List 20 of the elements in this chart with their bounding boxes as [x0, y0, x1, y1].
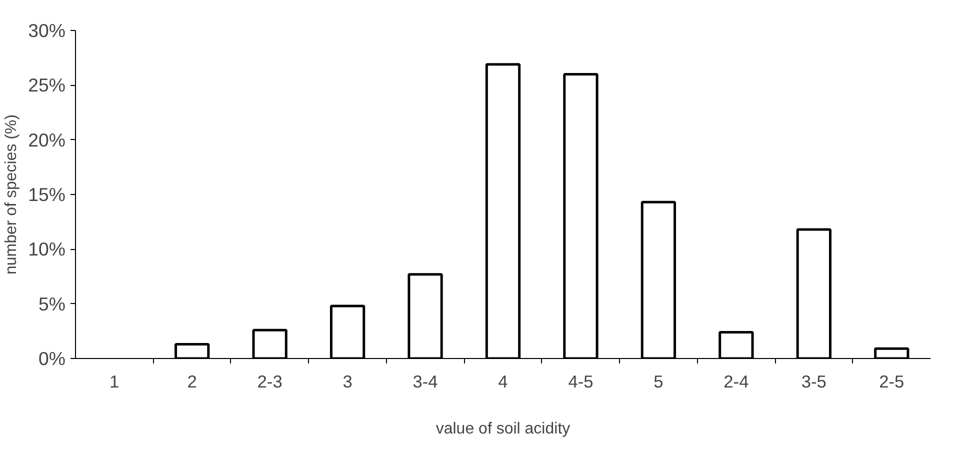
- x-tick-label: 3-5: [801, 372, 826, 392]
- x-tick-label: 2: [187, 372, 197, 392]
- y-tick-label: 5%: [38, 293, 66, 314]
- y-tick-label: 0%: [38, 348, 66, 369]
- y-tick-label: 10%: [28, 238, 66, 260]
- x-tick-label: 4-5: [568, 372, 594, 392]
- x-tick-label: 2-4: [724, 372, 750, 392]
- x-tick-label: 3-4: [412, 372, 438, 392]
- y-tick-label: 15%: [28, 184, 66, 205]
- y-tick-label: 30%: [28, 20, 66, 41]
- x-tick-label: 3: [342, 372, 352, 392]
- x-tick-label: 1: [110, 372, 120, 392]
- x-axis-title: value of soil acidity: [436, 420, 570, 438]
- x-tick-label: 5: [654, 372, 664, 392]
- y-tick-label: 20%: [28, 129, 66, 150]
- x-tick-label: 4: [498, 372, 508, 392]
- x-tick-label: 2-3: [257, 372, 282, 392]
- y-axis-title: number of species (%): [3, 114, 20, 275]
- x-tick-label: 2-5: [879, 372, 904, 392]
- y-tick-label: 25%: [28, 74, 66, 96]
